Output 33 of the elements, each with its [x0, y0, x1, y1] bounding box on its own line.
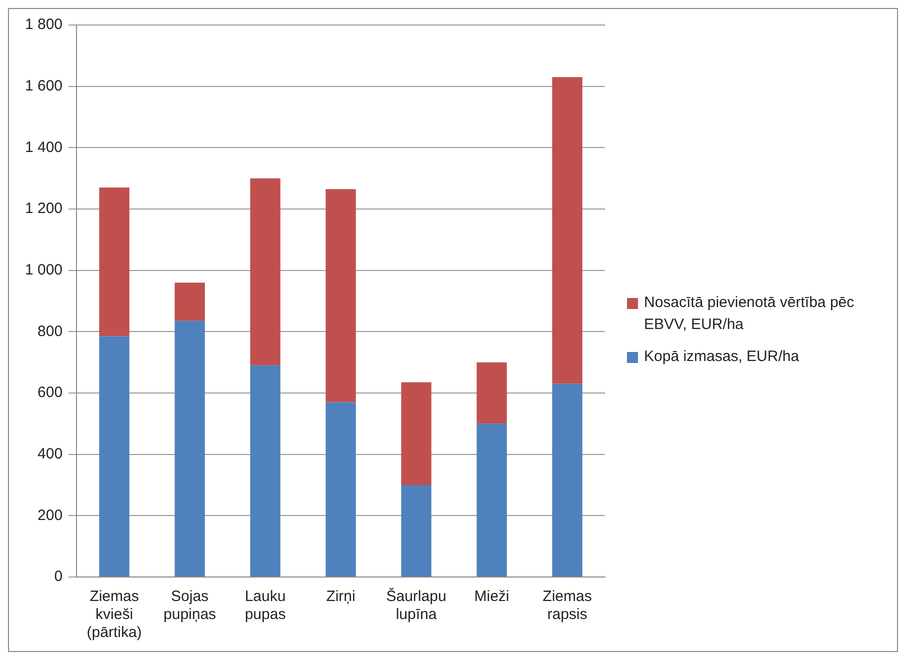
y-tick-label: 800	[38, 322, 63, 340]
bar	[326, 189, 356, 402]
bar	[174, 320, 205, 576]
x-tick-label: Šaurlapu lupīna	[386, 587, 446, 624]
y-tick-label: 1 400	[24, 138, 63, 156]
bar	[552, 384, 582, 576]
x-tick-label: Zirņi	[326, 588, 356, 606]
bar	[476, 362, 507, 424]
y-tick-label: 600	[38, 384, 63, 402]
bar	[99, 188, 130, 336]
bar	[476, 424, 507, 576]
bar	[174, 282, 205, 321]
bar	[401, 382, 432, 485]
y-tick-label: 400	[38, 445, 63, 462]
x-tick-label: Mieži	[474, 588, 510, 606]
x-tick-label: Ziemas kvieši (pārtika)	[86, 588, 142, 642]
x-tick-label: Sojas pupiņas	[164, 588, 216, 624]
y-tick-label: 1 800	[24, 16, 63, 34]
bar	[401, 485, 432, 576]
bar	[99, 336, 130, 576]
x-tick-label: Ziemas rapsis	[542, 588, 592, 624]
y-tick-label: 1 600	[24, 77, 63, 94]
bar	[250, 365, 280, 576]
x-tick-label: Lauku pupas	[244, 588, 286, 624]
bar	[552, 77, 582, 384]
bar	[326, 402, 356, 576]
y-tick-label: 0	[54, 568, 63, 586]
y-tick-label: 200	[38, 506, 63, 524]
bar	[250, 178, 280, 366]
legend-label: Kopā izmasas, EUR/ha	[644, 347, 800, 367]
legend-label: Nosacītā pievienotā vērtība pēc EBVV, EUR/ha	[644, 293, 856, 335]
y-tick-label: 1 000	[24, 261, 63, 278]
y-tick-label: 1 200	[24, 200, 63, 218]
